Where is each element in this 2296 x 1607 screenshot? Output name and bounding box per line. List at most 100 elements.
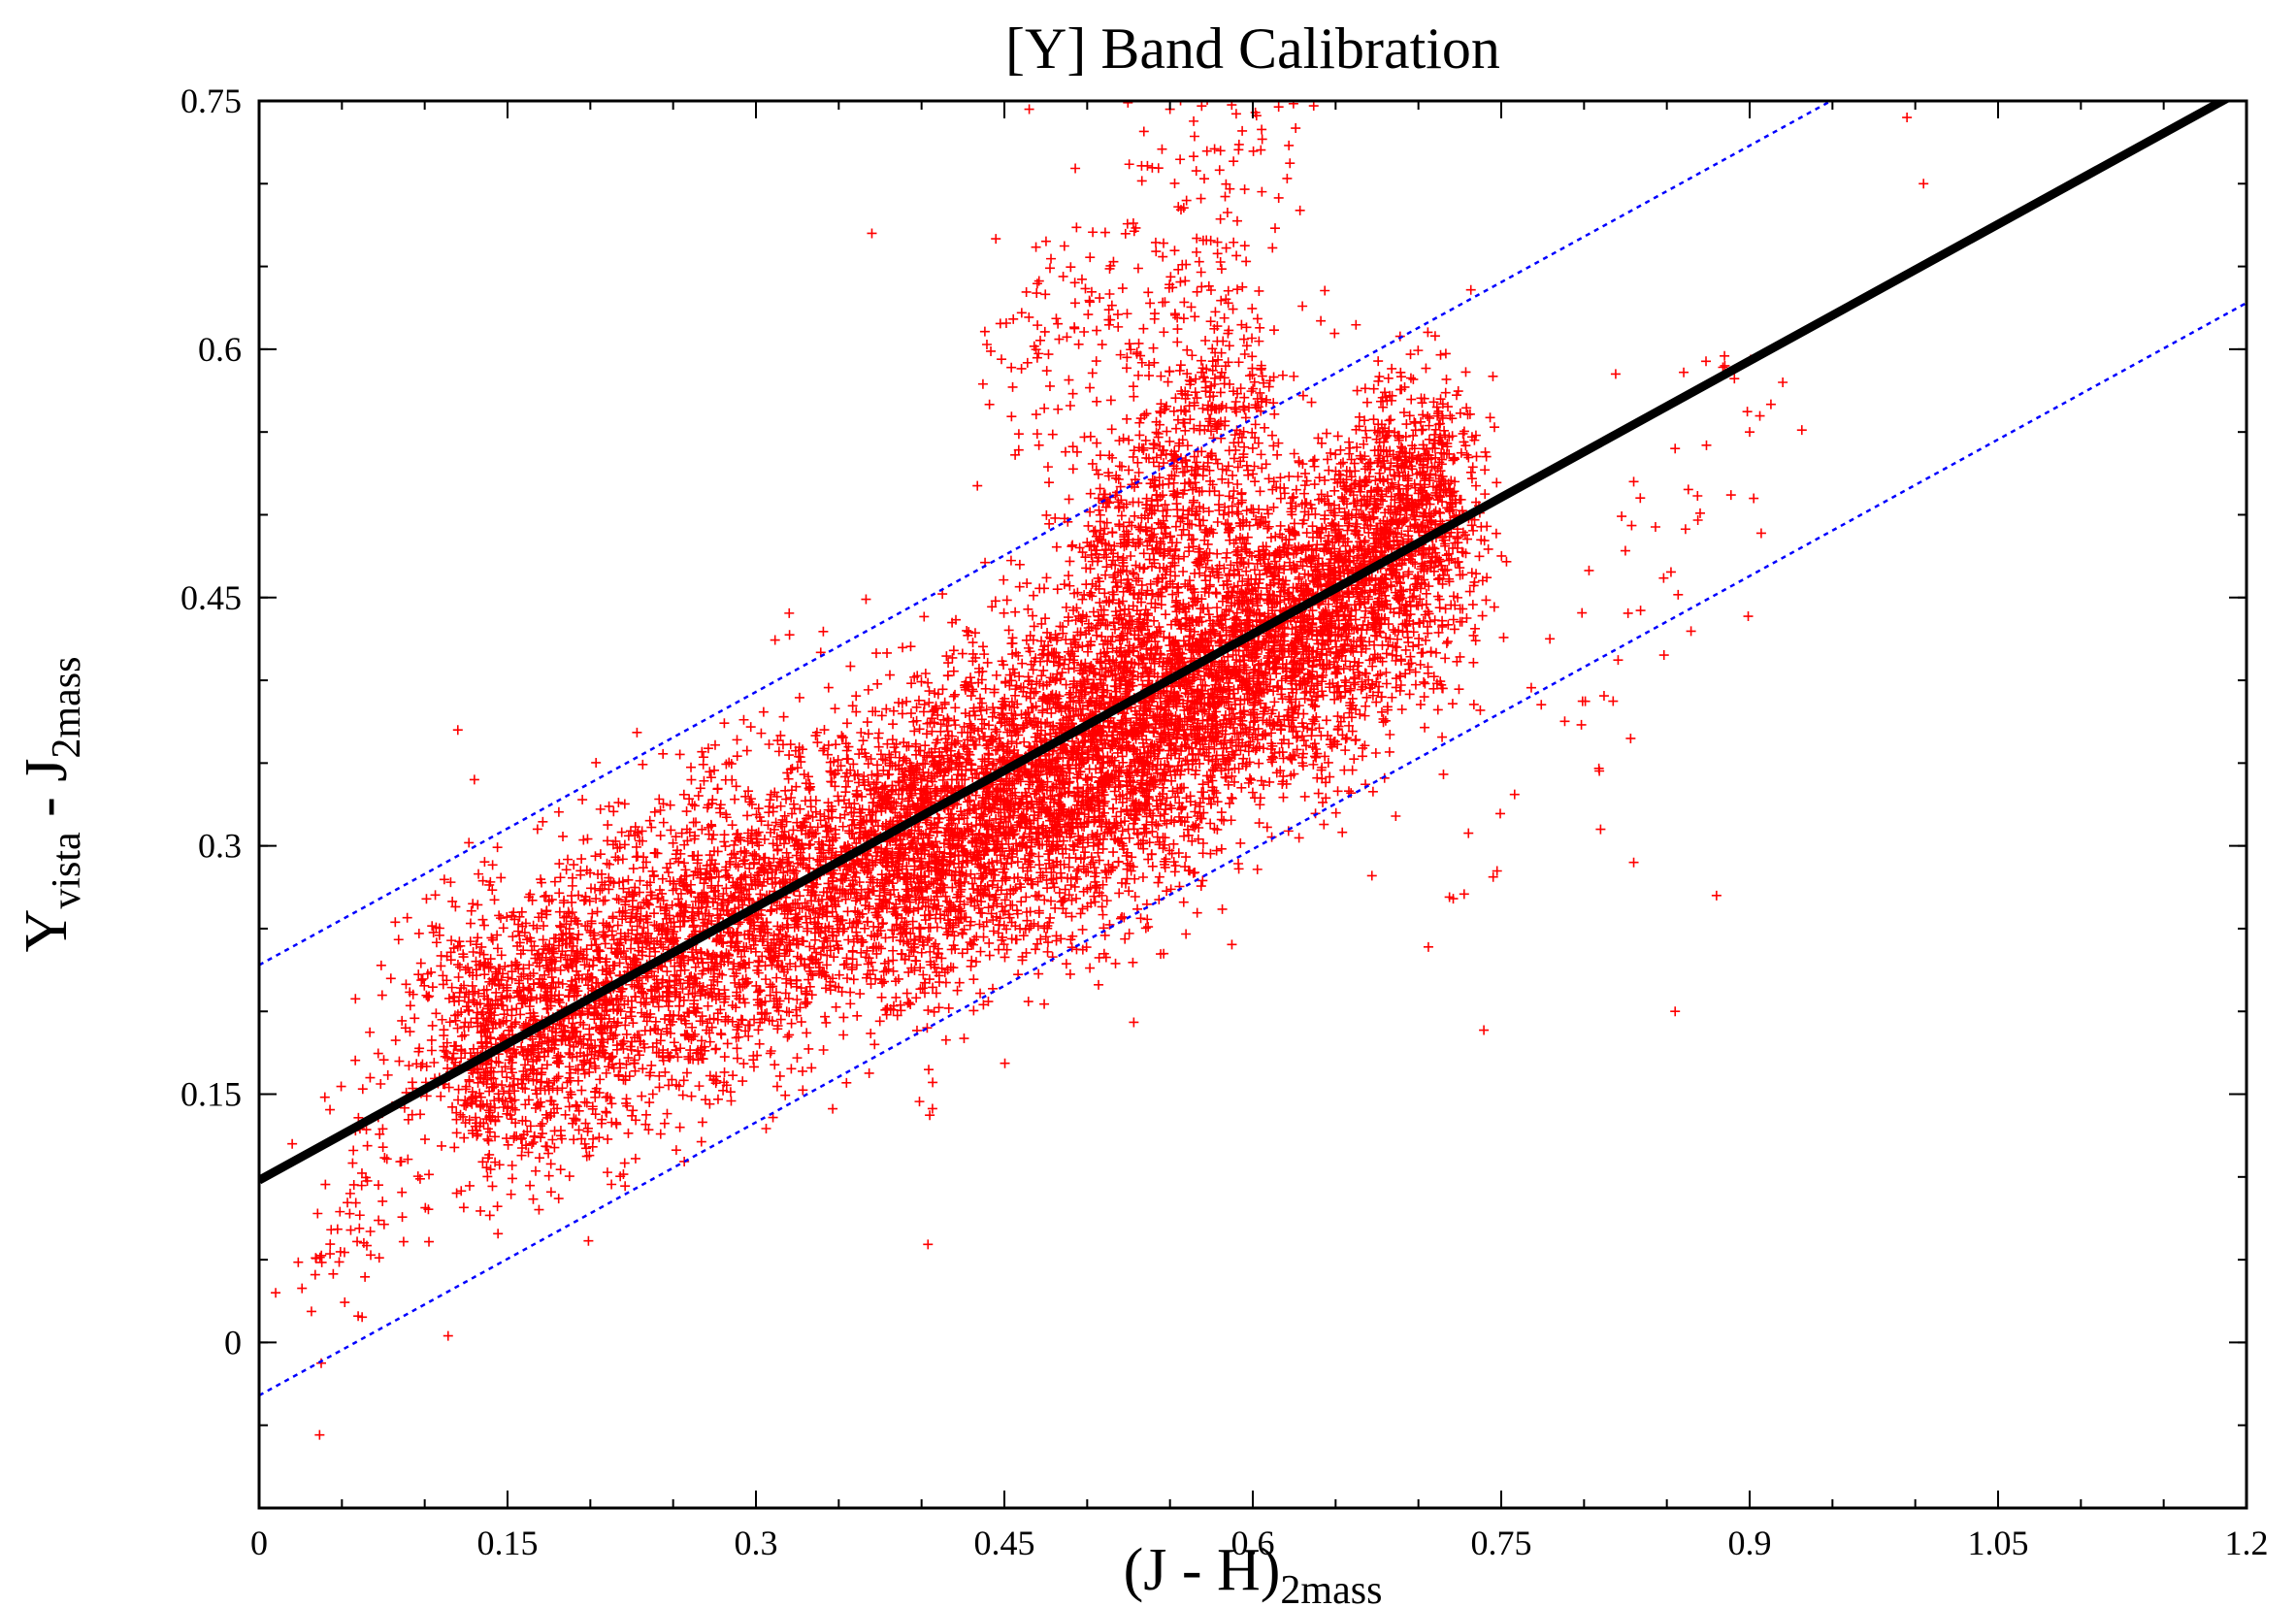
data-point	[482, 1133, 493, 1144]
data-point	[677, 1090, 688, 1100]
data-point	[801, 988, 811, 999]
data-point	[838, 1012, 849, 1023]
data-point	[869, 1039, 880, 1050]
data-point	[1034, 583, 1045, 594]
data-point	[681, 806, 692, 817]
data-point	[431, 1008, 442, 1019]
data-point	[576, 1085, 587, 1096]
data-point	[617, 1038, 628, 1049]
data-point	[474, 869, 484, 879]
data-point	[655, 1129, 666, 1139]
data-point	[717, 969, 728, 980]
data-point	[662, 1108, 672, 1119]
data-point	[884, 670, 895, 680]
data-point	[350, 1055, 361, 1066]
data-point	[771, 972, 782, 983]
data-point	[976, 698, 987, 708]
data-point	[549, 1142, 560, 1153]
data-point	[667, 900, 677, 910]
data-point	[795, 752, 805, 763]
data-point	[891, 992, 902, 1002]
data-point	[477, 914, 488, 925]
data-point	[719, 1066, 730, 1077]
data-point	[565, 1087, 575, 1098]
data-point	[530, 1165, 541, 1176]
data-point	[513, 926, 524, 936]
data-point	[878, 967, 889, 977]
data-point	[377, 1196, 388, 1206]
data-point	[950, 720, 961, 731]
data-point	[473, 900, 483, 910]
data-point	[603, 820, 613, 831]
data-point	[987, 602, 998, 612]
data-point	[975, 946, 986, 957]
data-point	[954, 977, 965, 988]
data-point	[979, 649, 990, 660]
data-point	[646, 822, 657, 833]
data-point	[872, 678, 883, 689]
data-point	[503, 1139, 513, 1150]
data-point	[991, 670, 1001, 680]
data-point	[838, 1030, 849, 1040]
data-point	[493, 1229, 504, 1239]
data-point	[486, 933, 497, 943]
data-point	[623, 874, 634, 885]
data-point	[1042, 883, 1053, 894]
data-point	[498, 923, 508, 934]
data-point	[753, 1025, 764, 1035]
data-point	[800, 997, 810, 1007]
data-point	[818, 626, 829, 637]
data-point	[756, 728, 767, 738]
data-point	[314, 1429, 325, 1440]
data-point	[336, 1081, 346, 1092]
data-point	[845, 661, 856, 672]
data-point	[787, 763, 798, 773]
data-point	[1001, 595, 1012, 606]
data-point	[970, 957, 981, 967]
data-point	[427, 1020, 438, 1031]
data-point	[943, 1002, 954, 1013]
data-point	[1006, 675, 1017, 686]
data-point	[413, 928, 424, 938]
data-point	[894, 777, 904, 788]
data-point	[678, 789, 689, 800]
data-point	[377, 1142, 388, 1153]
data-point	[484, 1210, 495, 1221]
data-point	[354, 1223, 365, 1233]
data-point	[376, 960, 386, 970]
data-point	[820, 1011, 831, 1022]
data-point	[1077, 903, 1088, 914]
data-point	[390, 917, 401, 928]
data-point	[778, 711, 789, 722]
data-point	[547, 1134, 558, 1145]
data-point	[516, 906, 527, 917]
data-point	[1022, 915, 1033, 926]
data-point	[619, 1158, 630, 1168]
data-point	[311, 1253, 321, 1263]
data-point	[831, 739, 841, 750]
data-point	[788, 825, 799, 836]
data-point	[782, 1032, 793, 1042]
data-point	[328, 1268, 339, 1279]
data-point	[722, 1038, 733, 1049]
data-point	[705, 1099, 715, 1109]
data-point	[691, 817, 702, 828]
data-point	[443, 1330, 453, 1341]
data-point	[1109, 681, 1120, 692]
data-point	[761, 974, 771, 985]
data-point	[710, 1044, 721, 1055]
data-point	[1168, 838, 1179, 849]
data-point	[764, 739, 774, 750]
data-point	[697, 1117, 707, 1128]
data-point	[554, 859, 565, 869]
data-point	[681, 1067, 692, 1078]
data-point	[343, 1197, 353, 1208]
data-point	[350, 1197, 361, 1208]
data-point	[464, 1180, 475, 1191]
data-point	[643, 1125, 654, 1135]
data-point	[496, 872, 507, 883]
data-point	[646, 1060, 657, 1070]
data-point	[785, 739, 796, 750]
data-point	[1120, 934, 1131, 944]
data-point	[696, 1136, 706, 1147]
